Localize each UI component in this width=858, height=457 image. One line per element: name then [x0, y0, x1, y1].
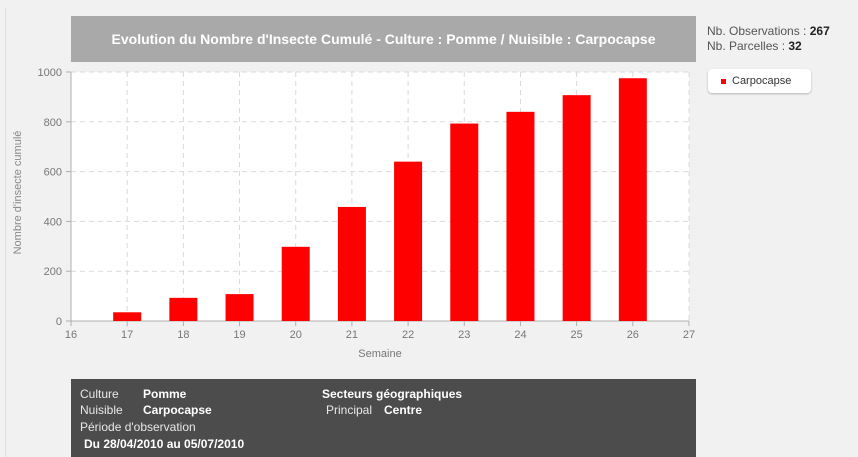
legend-swatch	[721, 78, 726, 84]
x-tick-label: 22	[402, 329, 414, 341]
bar	[281, 246, 310, 321]
nuisible-value: Carpocapse	[143, 403, 212, 417]
parcelles-line: Nb. Parcelles : 32	[707, 39, 830, 54]
x-tick-label: 21	[346, 329, 358, 341]
x-tick-label: 19	[233, 329, 245, 341]
x-tick-label: 27	[683, 329, 695, 341]
bar	[506, 111, 535, 321]
y-tick-label: 0	[56, 316, 62, 328]
principal-label: Principal	[326, 403, 373, 417]
x-tick-label: 25	[571, 329, 583, 341]
x-axis-title: Semaine	[358, 348, 401, 360]
principal-value: Centre	[384, 403, 423, 417]
bar	[169, 297, 198, 321]
y-axis-title: Nombre d'insecte cumulé	[12, 131, 24, 255]
x-tick-label: 24	[514, 329, 526, 341]
y-tick-label: 800	[44, 117, 62, 129]
parcelles-value: 32	[788, 39, 802, 53]
chart-legend[interactable]: Carpocapse	[708, 69, 811, 93]
culture-value: Pomme	[143, 387, 187, 401]
x-tick-label: 17	[121, 329, 133, 341]
bar	[337, 206, 366, 321]
bar	[225, 294, 254, 321]
x-tick-label: 23	[458, 329, 470, 341]
x-tick-label: 20	[290, 329, 302, 341]
culture-label: Culture	[80, 387, 119, 401]
nuisible-label: Nuisible	[80, 403, 123, 417]
observations-value: 267	[809, 24, 830, 38]
x-tick-label: 26	[627, 329, 639, 341]
bar	[450, 123, 479, 321]
bar	[618, 78, 647, 321]
info-panel: Culture Pomme Nuisible Carpocapse Périod…	[71, 379, 696, 457]
x-tick-label: 16	[65, 329, 77, 341]
observations-line: Nb. Observations : 267	[707, 24, 830, 39]
legend-label: Carpocapse	[732, 75, 792, 87]
plot-area	[71, 72, 689, 321]
secteurs-title: Secteurs géographiques	[322, 387, 463, 401]
bar	[394, 161, 423, 321]
periode-label: Période d'observation	[80, 420, 196, 434]
y-tick-label: 1000	[38, 67, 62, 79]
y-tick-label: 200	[44, 266, 62, 278]
y-tick-label: 400	[44, 216, 62, 228]
parcelles-label: Nb. Parcelles :	[707, 39, 786, 53]
left-divider	[5, 8, 6, 457]
y-tick-label: 600	[44, 167, 62, 179]
observations-label: Nb. Observations :	[707, 24, 807, 38]
stats-box: Nb. Observations : 267 Nb. Parcelles : 3…	[707, 24, 830, 54]
bar	[113, 312, 142, 321]
bar	[562, 95, 591, 321]
chart-title: Evolution du Nombre d'Insecte Cumulé - C…	[71, 16, 696, 62]
periode-value: Du 28/04/2010 au 05/07/2010	[84, 437, 245, 451]
x-tick-label: 18	[177, 329, 189, 341]
